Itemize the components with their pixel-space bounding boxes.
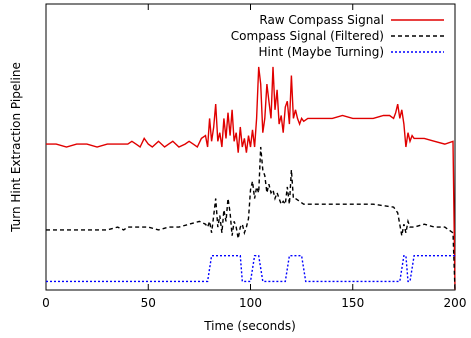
x-ticks: 0 50 100 150 200 — [42, 4, 466, 310]
series-line-2 — [46, 146, 456, 291]
legend: Raw Compass Signal Compass Signal (Filter… — [231, 13, 444, 59]
legend-label-1: Raw Compass Signal — [259, 13, 384, 27]
x-tick-label-1: 0 — [42, 296, 50, 310]
series-lines — [46, 66, 456, 291]
x-tick-label-2: 50 — [141, 296, 156, 310]
x-axis-label: Time (seconds) — [203, 319, 296, 333]
x-tick-label-4: 150 — [341, 296, 364, 310]
legend-label-2: Compass Signal (Filtered) — [231, 29, 384, 43]
x-tick-label-3: 100 — [239, 296, 262, 310]
legend-label-3: Hint (Maybe Turning) — [259, 45, 384, 59]
series-line-3 — [46, 255, 455, 283]
x-tick-label-5: 200 — [444, 296, 467, 310]
series-line-1 — [46, 66, 456, 291]
y-axis-label: Turn Hint Extraction Pipeline — [9, 62, 23, 233]
